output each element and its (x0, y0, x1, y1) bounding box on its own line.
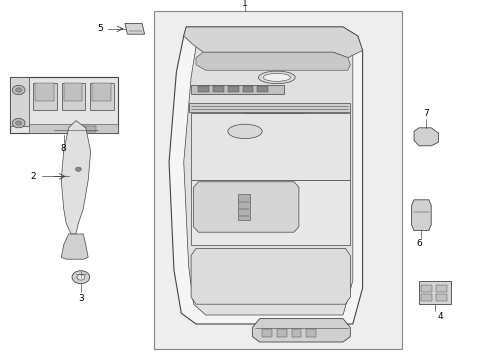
Text: 1: 1 (242, 0, 248, 8)
Ellipse shape (228, 124, 262, 139)
Bar (83, 126, 96, 132)
Circle shape (16, 121, 22, 125)
Bar (228, 86, 239, 92)
Bar (419, 281, 451, 304)
Polygon shape (245, 113, 309, 122)
Circle shape (75, 167, 81, 171)
Polygon shape (194, 182, 299, 232)
Bar (29, 124, 118, 133)
Bar (64, 83, 82, 101)
Ellipse shape (264, 73, 290, 81)
Text: 3: 3 (78, 294, 84, 302)
Bar (277, 329, 287, 337)
Circle shape (72, 271, 90, 284)
Polygon shape (414, 128, 439, 146)
Bar (421, 294, 432, 301)
Bar (421, 285, 432, 292)
Polygon shape (252, 319, 350, 342)
Bar (33, 83, 57, 110)
Bar (92, 83, 111, 101)
Bar (90, 83, 114, 110)
Bar (306, 329, 316, 337)
Bar (10, 77, 29, 126)
Polygon shape (125, 23, 145, 34)
Bar (436, 285, 447, 292)
Polygon shape (184, 27, 363, 58)
Bar (243, 86, 253, 92)
Polygon shape (169, 27, 363, 324)
Bar (257, 86, 268, 92)
Bar (436, 294, 447, 301)
Text: 4: 4 (437, 312, 442, 321)
Bar (238, 194, 250, 220)
Polygon shape (191, 113, 350, 180)
Circle shape (12, 118, 25, 128)
Polygon shape (191, 85, 284, 94)
Text: 7: 7 (423, 109, 429, 118)
Circle shape (12, 85, 25, 95)
Polygon shape (191, 180, 350, 245)
Bar (292, 329, 301, 337)
Bar (198, 86, 209, 92)
Bar (154, 11, 402, 349)
Bar (35, 83, 54, 101)
Bar (213, 86, 224, 92)
Text: 5: 5 (98, 24, 103, 33)
Bar (10, 77, 118, 133)
Polygon shape (61, 121, 91, 234)
Polygon shape (189, 103, 350, 112)
Text: 6: 6 (416, 238, 422, 248)
Polygon shape (184, 34, 353, 315)
Ellipse shape (259, 71, 295, 84)
Polygon shape (196, 52, 350, 70)
Bar (62, 83, 85, 110)
Circle shape (77, 274, 85, 280)
Text: 2: 2 (30, 172, 36, 181)
Polygon shape (191, 248, 350, 304)
Polygon shape (61, 234, 88, 259)
Circle shape (16, 88, 22, 92)
Bar (262, 329, 272, 337)
Polygon shape (412, 200, 431, 230)
Text: 8: 8 (61, 144, 67, 153)
